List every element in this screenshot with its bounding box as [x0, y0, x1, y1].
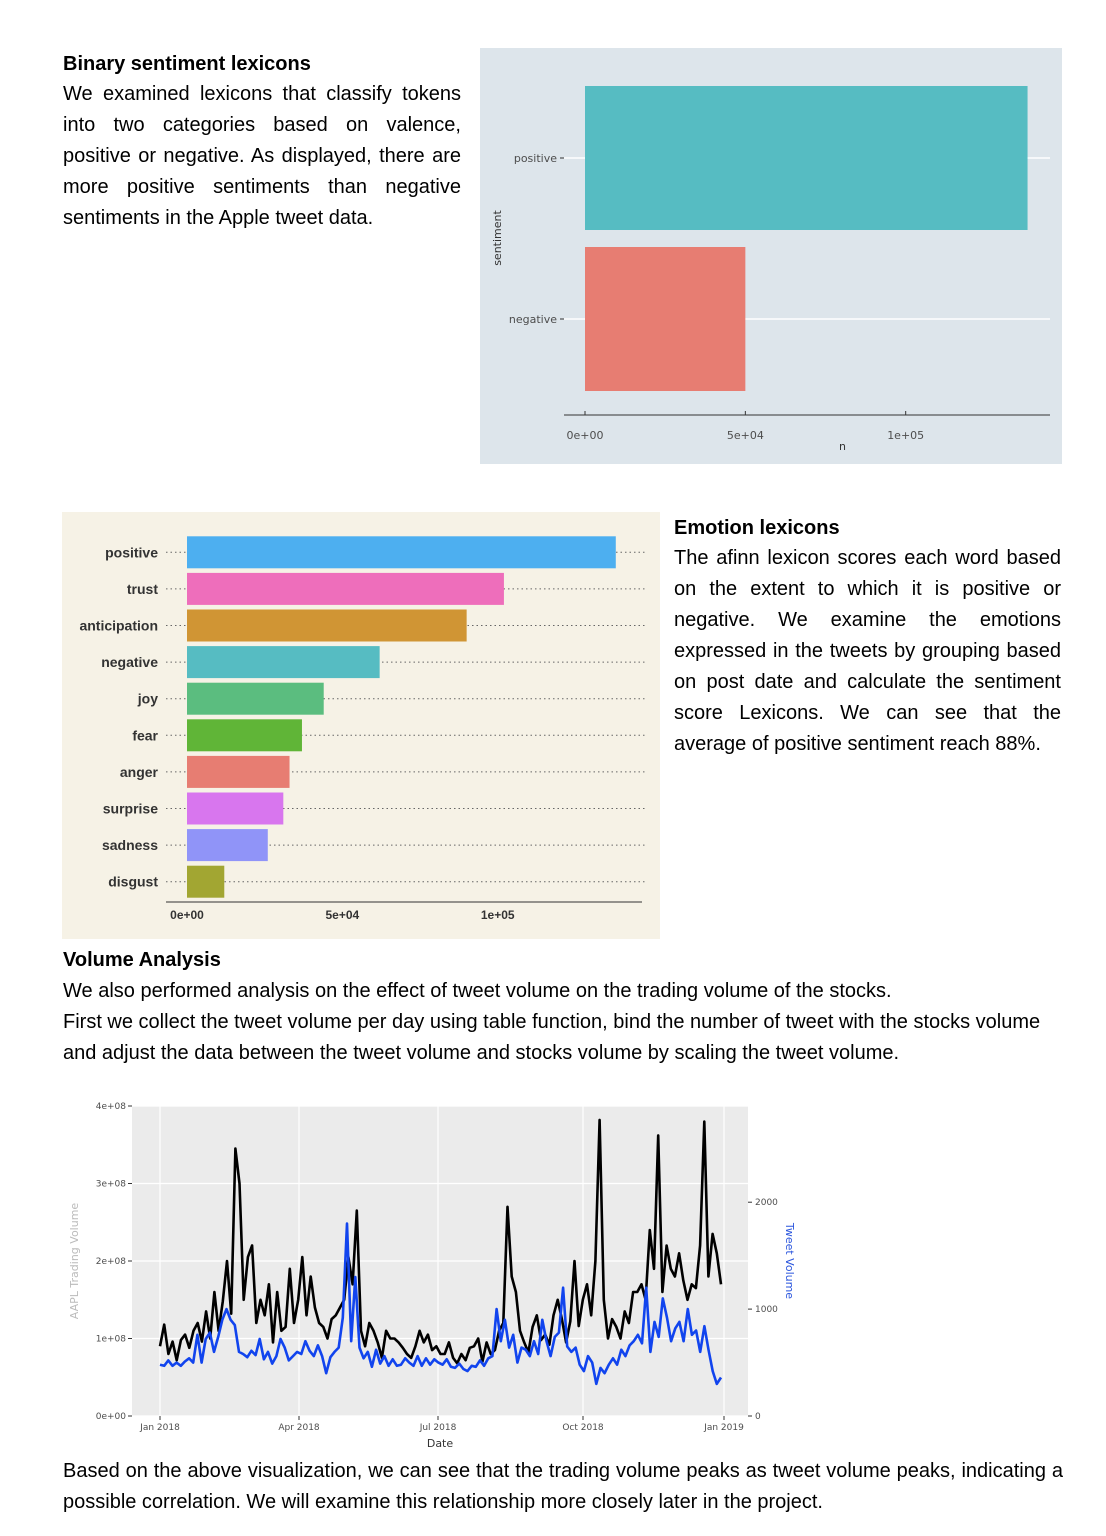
- emotion-bar-anticipation: [187, 609, 467, 642]
- volume-left-tick-label: 2e+08: [96, 1257, 127, 1267]
- binary-xtick-label: 1e+05: [887, 429, 924, 442]
- emotion-ytick-label-anticipation: anticipation: [79, 618, 158, 634]
- volume-right-tick-label: 0: [755, 1412, 761, 1422]
- volume-right-tick-label: 1000: [755, 1305, 778, 1315]
- emotion-bar-fear: [187, 719, 302, 752]
- emotion-bar-anger: [187, 755, 290, 788]
- emotion-bar-sadness: [187, 829, 268, 862]
- volume-x-axis-title: Date: [427, 1437, 454, 1450]
- emotion-section-body: The afinn lexicon scores each word based…: [674, 543, 1061, 760]
- emotion-xtick-label: 1e+05: [481, 908, 515, 922]
- volume-left-tick-label: 3e+08: [96, 1180, 127, 1190]
- binary-section-text: We examined lexicons that classify token…: [63, 83, 461, 229]
- emotion-ytick-label-joy: joy: [137, 691, 158, 707]
- volume-plot: 0e+00 1e+08 2e+08 3e+08 4e+08 Jan 2018 Apr 201…: [68, 1102, 796, 1450]
- binary-ytick-label-positive: positive: [514, 152, 557, 165]
- emotion-bar-trust: [187, 572, 504, 605]
- volume-chart: 0e+00 1e+08 2e+08 3e+08 4e+08 Jan 2018 Apr 201…: [62, 1096, 802, 1452]
- emotion-lexicon-plot: positive trust anticipation negative joy fear…: [62, 512, 660, 939]
- volume-series-tweet-line: [159, 1222, 723, 1386]
- binary-bar-positive: [585, 86, 1028, 230]
- binary-xtick-label: 0e+00: [567, 429, 604, 442]
- binary-sentiment-plot: positive negative 0e+00 5e+04 1e+05 n sentimen…: [480, 48, 1062, 464]
- volume-x-tick-label: Jan 2018: [139, 1423, 180, 1433]
- binary-sentiment-chart: positive negative 0e+00 5e+04 1e+05 n sentimen…: [480, 48, 1062, 464]
- emotion-ytick-label-positive: positive: [105, 544, 158, 560]
- emotion-ytick-label-fear: fear: [132, 727, 158, 743]
- volume-left-tick-label: 1e+08: [96, 1335, 127, 1345]
- emotion-bar-joy: [187, 682, 324, 715]
- volume-section-line-1: We also performed analysis on the effect…: [63, 980, 892, 1002]
- emotion-lexicon-chart: positive trust anticipation negative joy fear…: [62, 512, 660, 939]
- binary-ytick-label-negative: negative: [509, 313, 557, 326]
- volume-section-line-2: First we collect the tweet volume per da…: [63, 1011, 1041, 1064]
- binary-x-axis-title: n: [839, 440, 846, 453]
- emotion-section-text: The afinn lexicon scores each word based…: [674, 547, 1061, 755]
- volume-x-tick-label: Apr 2018: [278, 1423, 320, 1433]
- volume-section-heading: Volume Analysis: [63, 949, 221, 971]
- emotion-xtick-label: 5e+04: [326, 908, 360, 922]
- binary-bar-negative: [585, 247, 746, 391]
- volume-left-axis-title: AAPL Trading Volume: [68, 1203, 81, 1320]
- binary-y-axis-title: sentiment: [491, 210, 504, 266]
- emotion-ytick-label-negative: negative: [101, 654, 158, 670]
- emotion-bar-disgust: [187, 865, 225, 898]
- emotion-bar-surprise: [187, 792, 284, 825]
- volume-left-tick-label: 4e+08: [96, 1102, 127, 1112]
- volume-x-tick-label: Jan 2019: [703, 1423, 744, 1433]
- emotion-ytick-label-trust: trust: [127, 581, 158, 597]
- volume-right-tick-label: 2000: [755, 1198, 778, 1208]
- volume-series-trading-line: [158, 1118, 723, 1365]
- emotion-bar-negative: [187, 646, 380, 679]
- volume-right-axis-title: Tweet Volume: [783, 1222, 796, 1299]
- conclusion-body: Based on the above visualization, we can…: [63, 1456, 1063, 1518]
- volume-x-tick-label: Oct 2018: [562, 1423, 604, 1433]
- binary-section-heading: Binary sentiment lexicons: [63, 53, 311, 75]
- emotion-ytick-label-anger: anger: [120, 764, 159, 780]
- emotion-bar-positive: [187, 536, 616, 569]
- volume-left-tick-label: 0e+00: [96, 1412, 127, 1422]
- volume-section-body: We also performed analysis on the effect…: [63, 976, 1063, 1069]
- emotion-ytick-label-sadness: sadness: [102, 837, 158, 853]
- conclusion-text: Based on the above visualization, we can…: [63, 1460, 1063, 1513]
- binary-section-body: We examined lexicons that classify token…: [63, 79, 461, 234]
- binary-xtick-label: 5e+04: [727, 429, 764, 442]
- emotion-ytick-label-surprise: surprise: [103, 801, 158, 817]
- emotion-ytick-label-disgust: disgust: [108, 874, 158, 890]
- emotion-section-heading: Emotion lexicons: [674, 517, 840, 539]
- volume-x-tick-label: Jul 2018: [419, 1423, 457, 1433]
- emotion-xtick-label: 0e+00: [170, 908, 204, 922]
